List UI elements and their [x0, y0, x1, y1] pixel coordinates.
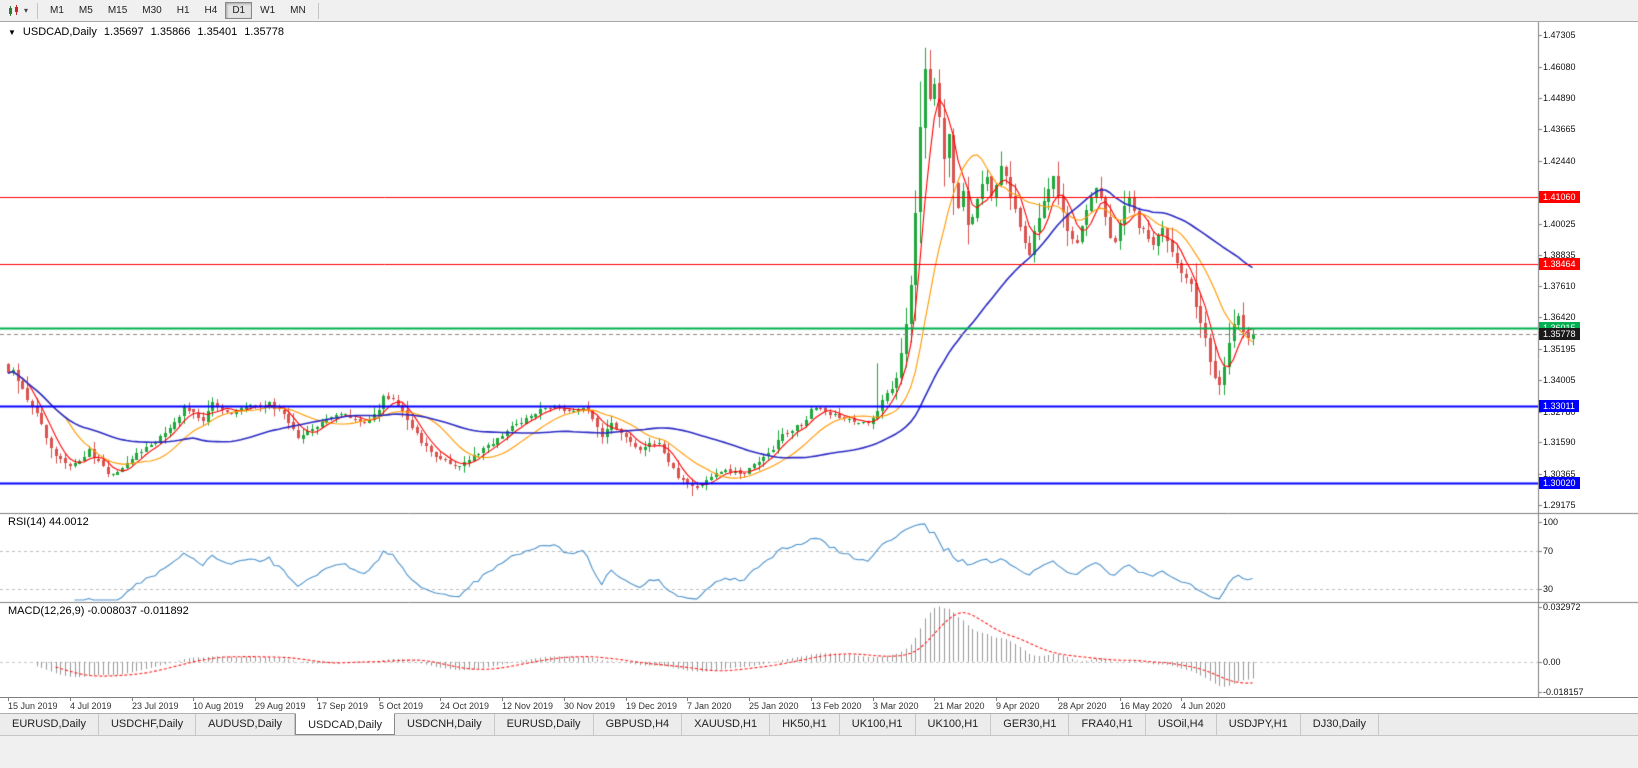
date-tick — [1181, 698, 1182, 701]
date-tick — [934, 698, 935, 701]
toolbar-separator — [37, 2, 39, 19]
timeframe-m15[interactable]: M15 — [107, 5, 128, 16]
date-label: 4 Jul 2019 — [70, 701, 112, 711]
date-tick — [1120, 698, 1121, 701]
date-label: 5 Oct 2019 — [379, 701, 424, 711]
chart-symbol-label: USDCAD,Daily — [22, 26, 97, 38]
date-tick — [193, 698, 194, 701]
date-label: 16 May 2020 — [1120, 701, 1173, 711]
date-label: 23 Jul 2019 — [132, 701, 179, 711]
date-tick — [873, 698, 874, 701]
chart-tab-uk100-h1[interactable]: UK100,H1 — [840, 714, 916, 735]
chart-tab-uk100-h1[interactable]: UK100,H1 — [916, 714, 992, 735]
chart-tab-eurusd-daily[interactable]: EURUSD,Daily — [495, 714, 594, 735]
date-tick — [379, 698, 380, 701]
timeframe-h1[interactable]: H1 — [176, 5, 190, 16]
low-value: 1.35401 — [197, 26, 238, 38]
date-tick — [749, 698, 750, 701]
chevron-down-icon: ▾ — [24, 5, 29, 15]
date-tick — [255, 698, 256, 701]
chart-tab-usdcad-daily[interactable]: USDCAD,Daily — [295, 713, 396, 735]
timeframe-buttons: M1 M5 M15 M30 H1 H4 D1 W1 MN — [43, 2, 313, 19]
date-label: 30 Nov 2019 — [564, 701, 616, 711]
macd-indicator-label: MACD(12,26,9) -0.008037 -0.011892 — [8, 605, 189, 617]
date-label: 10 Aug 2019 — [193, 701, 244, 711]
chart-tab-usoil-h4[interactable]: USOil,H4 — [1146, 714, 1217, 735]
timeframe-h4[interactable]: H4 — [204, 5, 218, 16]
toolbar-separator — [317, 2, 319, 19]
date-label: 28 Apr 2020 — [1058, 701, 1107, 711]
chart-tab-xauusd-h1[interactable]: XAUUSD,H1 — [682, 714, 771, 735]
chart-tab-bar: EURUSD,Daily USDCHF,Daily AUDUSD,Daily USDC… — [0, 713, 1638, 735]
chart-tab-usdchf-daily[interactable]: USDCHF,Daily — [99, 714, 197, 735]
date-tick — [132, 698, 133, 701]
date-tick — [1058, 698, 1059, 701]
date-label: 21 Mar 2020 — [934, 701, 985, 711]
symbol-expander-icon[interactable]: ▼ — [8, 28, 16, 37]
date-label: 17 Sep 2019 — [317, 701, 369, 711]
date-axis[interactable]: 15 Jun 2019 4 Jul 2019 23 Jul 2019 10 Aug 2… — [0, 697, 1638, 713]
charts-menu-button[interactable]: ▾ — [4, 2, 32, 20]
date-label: 15 Jun 2019 — [8, 701, 58, 711]
chart-tab-ger30-h1[interactable]: GER30,H1 — [991, 714, 1070, 735]
date-label: 13 Feb 2020 — [811, 701, 862, 711]
chart-tab-usdcnh-daily[interactable]: USDCNH,Daily — [395, 714, 495, 735]
rsi-indicator-label: RSI(14) 44.0012 — [8, 516, 89, 528]
chart-tab-gbpusd-h4[interactable]: GBPUSD,H4 — [594, 714, 683, 735]
chart-tab-audusd-daily[interactable]: AUDUSD,Daily — [196, 714, 296, 735]
chart-tab-eurusd-daily[interactable]: EURUSD,Daily — [0, 714, 99, 735]
date-tick — [317, 698, 318, 701]
date-tick — [8, 698, 9, 701]
high-value: 1.35866 — [150, 26, 191, 38]
top-toolbar: ▾ M1 M5 M15 M30 H1 H4 D1 W1 MN — [0, 0, 1638, 22]
date-tick — [687, 698, 688, 701]
timeframe-mn[interactable]: MN — [290, 5, 306, 16]
date-label: 24 Oct 2019 — [440, 701, 490, 711]
close-value: 1.35778 — [244, 26, 284, 38]
timeframe-m30[interactable]: M30 — [142, 5, 162, 16]
chart-tab-usdjpy-h1[interactable]: USDJPY,H1 — [1217, 714, 1301, 735]
chart-tab-fra40-h1[interactable]: FRA40,H1 — [1069, 714, 1146, 735]
chart-ohlc-header: ▼ USDCAD,Daily 1.35697 1.35866 1.35401 1… — [8, 26, 284, 38]
price-chart-canvas[interactable] — [0, 22, 1638, 697]
status-bar — [0, 735, 1638, 768]
open-value: 1.35697 — [103, 26, 144, 38]
timeframe-w1[interactable]: W1 — [260, 5, 276, 16]
date-tick — [626, 698, 627, 701]
timeframe-d1[interactable]: D1 — [225, 2, 253, 19]
chart-tab-hk50-h1[interactable]: HK50,H1 — [770, 714, 840, 735]
date-label: 29 Aug 2019 — [255, 701, 306, 711]
date-tick — [70, 698, 71, 701]
date-tick — [564, 698, 565, 701]
date-tick — [440, 698, 441, 701]
timeframe-m1[interactable]: M1 — [50, 5, 64, 16]
date-label: 4 Jun 2020 — [1181, 701, 1226, 711]
date-label: 12 Nov 2019 — [502, 701, 554, 711]
date-tick — [811, 698, 812, 701]
chart-tab-dj30-daily[interactable]: DJ30,Daily — [1301, 714, 1379, 735]
date-label: 7 Jan 2020 — [687, 701, 732, 711]
date-tick — [996, 698, 997, 701]
date-tick — [502, 698, 503, 701]
timeframe-m5[interactable]: M5 — [78, 5, 93, 16]
date-label: 25 Jan 2020 — [749, 701, 799, 711]
date-label: 19 Dec 2019 — [626, 701, 678, 711]
date-label: 3 Mar 2020 — [873, 701, 919, 711]
date-label: 9 Apr 2020 — [996, 701, 1040, 711]
candlestick-chart-icon — [9, 4, 18, 16]
